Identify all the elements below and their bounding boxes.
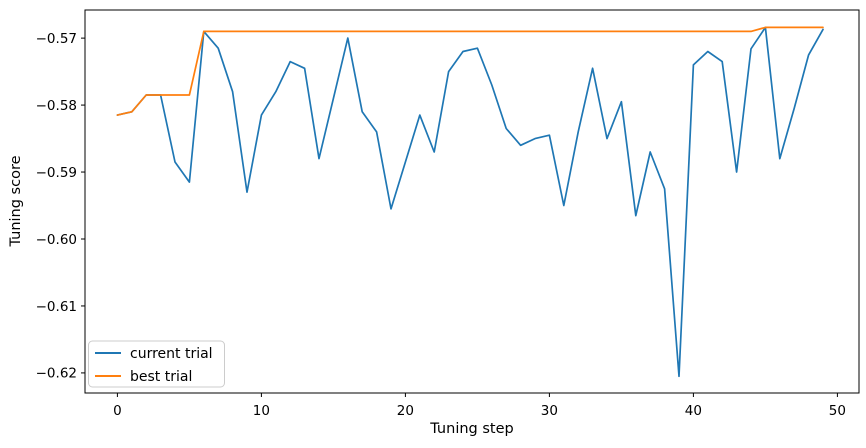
y-tick-label: −0.62 bbox=[36, 366, 77, 382]
y-tick-label: −0.61 bbox=[36, 299, 77, 315]
y-tick-label: −0.60 bbox=[36, 232, 77, 248]
series-line-current-trial bbox=[116, 26, 824, 378]
legend: current trial best trial bbox=[88, 340, 225, 388]
x-tick-label: 50 bbox=[829, 403, 846, 419]
y-tick-label: −0.58 bbox=[36, 98, 77, 114]
x-tick-label: 10 bbox=[253, 403, 270, 419]
x-tick-label: 40 bbox=[685, 403, 702, 419]
series-lines bbox=[116, 26, 824, 378]
x-axis-ticks: 0 10 20 30 40 50 bbox=[113, 393, 846, 419]
y-axis-ticks: −0.57 −0.58 −0.59 −0.60 −0.61 −0.62 bbox=[36, 31, 85, 382]
y-tick-label: −0.57 bbox=[36, 31, 77, 47]
x-tick-label: 20 bbox=[397, 403, 414, 419]
legend-label-best-trial: best trial bbox=[130, 369, 192, 385]
legend-entries: current trial best trial bbox=[95, 346, 213, 385]
legend-box bbox=[88, 340, 225, 388]
legend-label-current-trial: current trial bbox=[130, 346, 213, 362]
series-line-best-trial bbox=[116, 26, 824, 116]
x-tick-label: 0 bbox=[113, 403, 122, 419]
x-tick-label: 30 bbox=[541, 403, 558, 419]
x-axis-label: Tuning step bbox=[429, 421, 513, 437]
y-tick-label: −0.59 bbox=[36, 165, 77, 181]
y-axis-label: Tuning score bbox=[8, 155, 24, 247]
plot-area bbox=[84, 9, 860, 394]
